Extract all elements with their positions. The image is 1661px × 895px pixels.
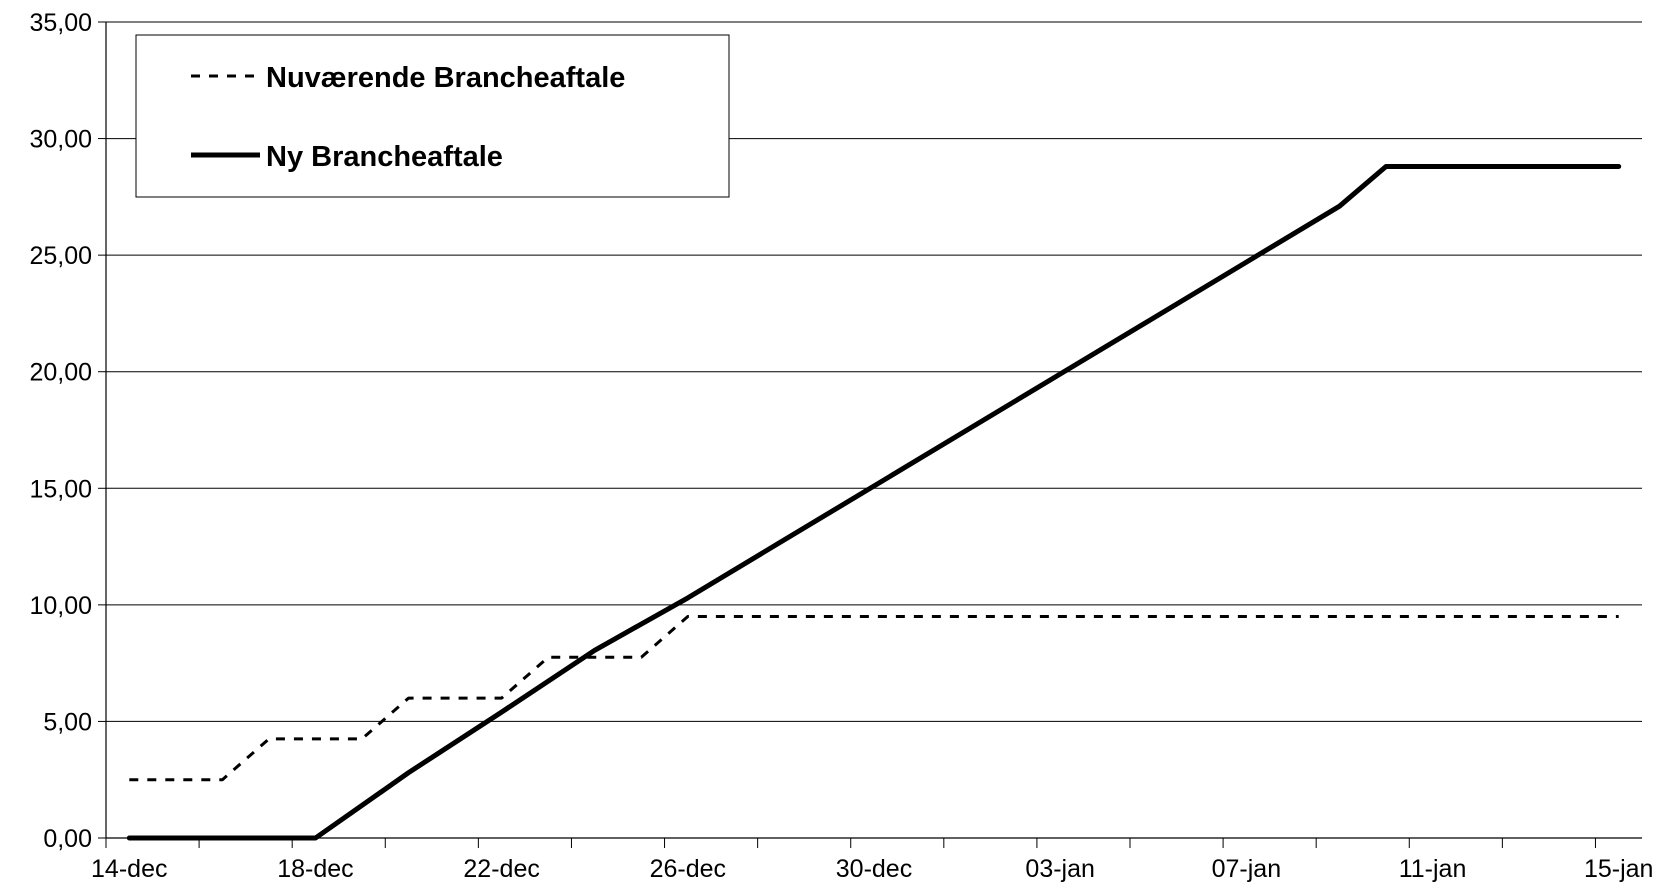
x-tick-label: 14-dec <box>91 855 167 883</box>
legend-label-ny: Ny Brancheaftale <box>266 141 503 173</box>
y-tick-label: 10,00 <box>29 592 92 620</box>
x-axis-ticks: 14-dec 18-dec 22-dec 26-dec 30-dec 03-jan 07-j… <box>91 838 1653 883</box>
x-tick-label: 15-jan <box>1584 855 1654 883</box>
x-tick-label: 26-dec <box>650 855 726 883</box>
y-tick-label: 15,00 <box>29 475 92 503</box>
y-axis-ticks: 0,00 5,00 10,00 15,00 20,00 25,00 30,00 35,00 <box>29 9 106 853</box>
x-tick-label: 07-jan <box>1212 855 1282 883</box>
x-tick-label: 11-jan <box>1399 855 1467 883</box>
y-tick-label: 20,00 <box>29 359 92 387</box>
x-tick-label: 22-dec <box>463 855 539 883</box>
y-tick-label: 35,00 <box>29 9 92 37</box>
y-tick-label: 30,00 <box>29 126 92 154</box>
legend-label-nuvaerende: Nuværende Brancheaftale <box>266 62 625 94</box>
y-tick-label: 5,00 <box>43 708 92 736</box>
x-tick-label: 30-dec <box>836 855 912 883</box>
series-line-1 <box>126 164 1622 841</box>
series-lines <box>126 164 1622 841</box>
axes <box>105 22 1642 839</box>
legend: Nuværende Brancheaftale Ny Brancheaftale <box>135 34 730 198</box>
y-tick-label: 0,00 <box>43 825 92 853</box>
series-line-0 <box>129 615 1619 782</box>
x-tick-label: 03-jan <box>1025 855 1095 883</box>
y-tick-label: 25,00 <box>29 242 92 270</box>
x-tick-label: 18-dec <box>277 855 353 883</box>
legend-box <box>135 34 730 198</box>
